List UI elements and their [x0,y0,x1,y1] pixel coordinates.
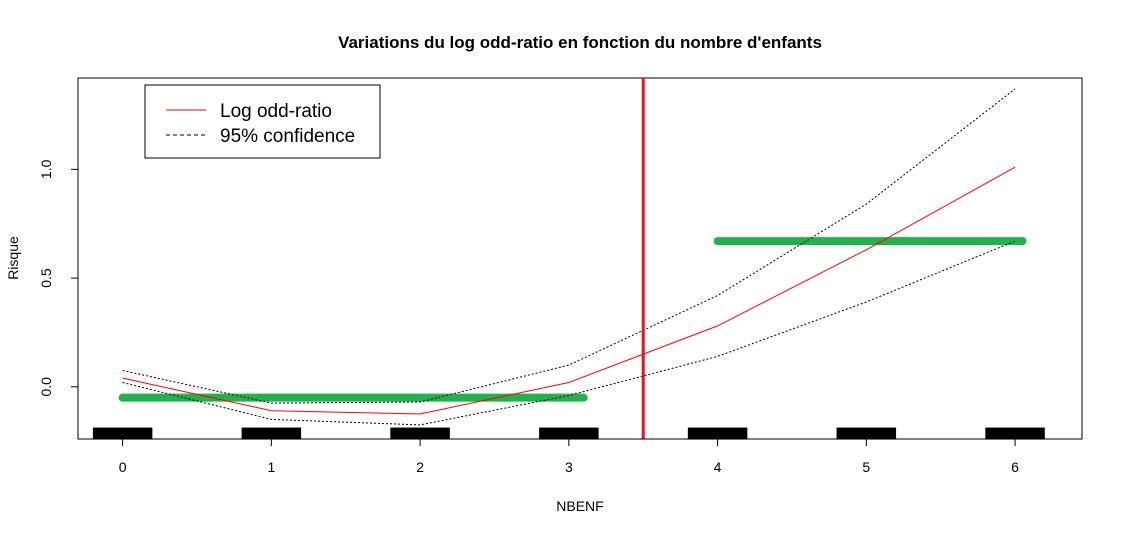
x-tick-label-1: 1 [267,459,275,475]
rug-bar-0 [92,427,153,440]
rug-layer [92,427,1045,440]
legend-label-log-odd-ratio: Log odd-ratio [220,101,332,122]
rug-bar-2 [390,427,450,440]
rug-bar-6 [985,427,1045,440]
legend-box [144,84,381,159]
series-layer [122,88,1016,426]
step-segments [118,237,1027,402]
x-axis: 0 1 2 3 4 5 6 [119,438,1019,475]
x-tick-label-4: 4 [714,459,722,475]
rug-bar-4 [687,427,748,440]
series-line-2 [122,240,1016,426]
series-line-0 [122,166,1016,415]
x-tick-label-3: 3 [565,459,573,475]
x-tick-label-2: 2 [416,459,424,475]
chart-title: Variations du log odd-ratio en fonction … [338,33,822,52]
rug-bar-5 [836,427,897,440]
x-tick-label-5: 5 [862,459,870,475]
y-tick-label-0: 0.0 [38,377,54,397]
legend: Log odd-ratio 95% confidence [144,84,381,159]
x-tick-label-0: 0 [119,459,127,475]
rug-bar-3 [539,427,599,440]
y-axis-label: Risque [5,236,21,280]
x-axis-label: NBENF [556,498,603,514]
x-tick-label-6: 6 [1011,459,1019,475]
y-tick-label-1: 0.5 [38,268,54,288]
rug-bar-1 [241,427,302,440]
y-tick-label-2: 1.0 [38,159,54,179]
legend-label-confidence: 95% confidence [220,126,355,147]
y-axis: 0.0 0.5 1.0 [38,159,79,397]
series-line-1 [122,88,1016,404]
